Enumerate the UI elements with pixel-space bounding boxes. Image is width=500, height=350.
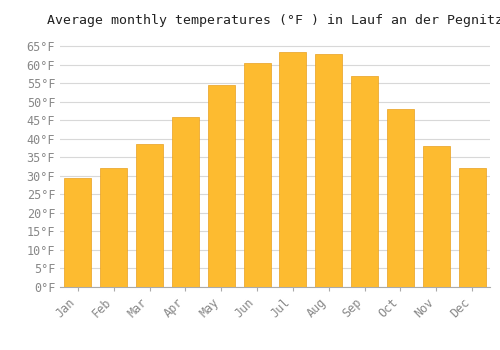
Bar — [208, 85, 234, 287]
Bar — [351, 76, 378, 287]
Bar — [423, 146, 450, 287]
Bar — [387, 109, 414, 287]
Bar — [280, 52, 306, 287]
Bar — [136, 144, 163, 287]
Bar — [458, 168, 485, 287]
Bar — [64, 178, 92, 287]
Bar — [316, 54, 342, 287]
Bar — [100, 168, 127, 287]
Title: Average monthly temperatures (°F ) in Lauf an der Pegnitz: Average monthly temperatures (°F ) in La… — [47, 14, 500, 27]
Bar — [244, 63, 270, 287]
Bar — [172, 117, 199, 287]
